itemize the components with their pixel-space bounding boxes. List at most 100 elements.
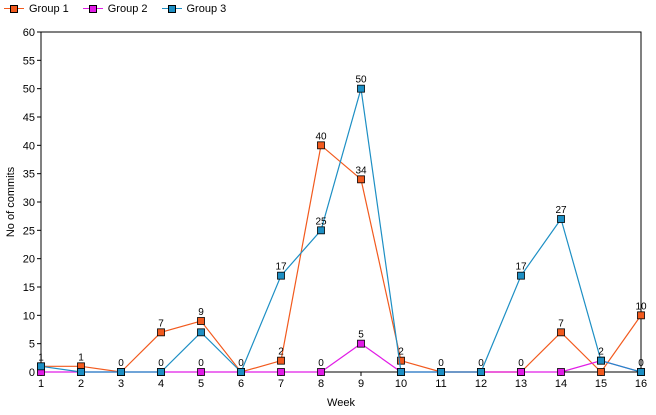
- data-point-group-3: [637, 368, 645, 376]
- data-label: 2: [398, 347, 404, 358]
- data-label: 0: [118, 358, 124, 369]
- data-point-group-2: [517, 368, 525, 376]
- data-label: 0: [638, 358, 644, 369]
- y-tick-label: 10: [23, 310, 35, 322]
- legend-item-group-2[interactable]: Group 2: [82, 3, 148, 15]
- data-label: 40: [315, 131, 327, 142]
- y-tick-label: 60: [23, 27, 35, 39]
- chart-series: [37, 84, 645, 376]
- data-label: 7: [558, 318, 564, 329]
- x-tick-label: 4: [158, 378, 164, 390]
- data-point-group-3: [517, 271, 525, 280]
- plot-frame: [40, 31, 642, 373]
- data-point-group-2: [197, 368, 205, 376]
- data-label: 0: [438, 358, 444, 369]
- data-point-group-2: [557, 368, 565, 376]
- data-label: 10: [635, 301, 647, 312]
- data-point-group-1: [397, 356, 405, 365]
- data-label: 1: [78, 352, 84, 363]
- data-point-group-1: [597, 368, 605, 376]
- data-point-group-1: [357, 175, 365, 184]
- data-label: 2: [278, 347, 284, 358]
- data-label: 50: [355, 75, 367, 86]
- data-label: 25: [315, 216, 327, 227]
- x-tick-label: 1: [38, 378, 44, 390]
- legend-item-group-3[interactable]: Group 3: [161, 3, 227, 15]
- data-point-group-3: [77, 368, 85, 376]
- data-point-group-1: [637, 311, 645, 320]
- data-point-group-3: [357, 84, 365, 93]
- data-label: 17: [515, 262, 527, 273]
- x-tick-label: 6: [238, 378, 244, 390]
- data-label: 0: [318, 358, 324, 369]
- data-label: 34: [355, 165, 367, 176]
- data-point-group-3: [317, 226, 325, 235]
- x-tick-label: 13: [515, 378, 527, 390]
- x-tick-label: 11: [435, 378, 446, 390]
- y-tick-label: 35: [23, 169, 35, 181]
- legend-swatch-group-1: [4, 3, 24, 15]
- x-tick-label: 3: [118, 378, 124, 390]
- legend-label-group-3: Group 3: [186, 3, 227, 15]
- x-tick-label: 15: [595, 378, 607, 390]
- data-label: 1: [38, 352, 44, 363]
- data-point-group-2: [277, 368, 285, 376]
- x-tick-label: 8: [318, 378, 324, 390]
- data-point-group-3: [477, 368, 485, 376]
- x-tick-label: 16: [635, 378, 647, 390]
- data-point-group-3: [597, 356, 605, 365]
- data-label: 0: [158, 358, 164, 369]
- legend-swatch-group-2: [82, 3, 103, 15]
- series-line-group-3: [40, 88, 642, 374]
- x-tick-label: 7: [278, 378, 284, 390]
- legend-swatch-group-3: [161, 3, 182, 15]
- data-point-group-2: [357, 339, 365, 348]
- data-point-group-1: [557, 328, 565, 337]
- x-tick-label: 9: [358, 378, 364, 390]
- data-label: 17: [275, 262, 287, 273]
- legend-item-group-1[interactable]: Group 1: [4, 3, 69, 15]
- data-label: 0: [198, 358, 204, 369]
- data-label: 7: [158, 318, 164, 329]
- data-label: 9: [198, 307, 204, 318]
- legend-label-group-1: Group 1: [29, 3, 69, 15]
- data-point-group-1: [197, 317, 205, 325]
- series-line-group-2: [41, 342, 642, 373]
- x-tick-label: 5: [198, 378, 204, 390]
- y-tick-label: 50: [23, 84, 35, 96]
- data-label: 5: [358, 330, 364, 341]
- data-point-group-3: [237, 368, 245, 376]
- data-point-group-3: [277, 271, 285, 280]
- y-tick-label: 40: [23, 140, 35, 152]
- data-label: 27: [555, 205, 567, 216]
- data-label: 0: [518, 358, 524, 369]
- data-point-group-1: [277, 356, 285, 365]
- data-point-group-1: [157, 328, 165, 337]
- data-point-group-3: [117, 368, 125, 376]
- chart-legend: Group 1 Group 2 Group 3: [4, 1, 240, 17]
- data-point-group-3: [557, 215, 565, 223]
- x-tick-label: 2: [78, 378, 84, 390]
- x-tick-label: 10: [395, 378, 407, 390]
- data-point-group-3: [197, 328, 205, 337]
- data-point-group-3: [397, 368, 405, 376]
- y-tick-label: 25: [23, 225, 35, 237]
- series-line-group-1: [41, 144, 642, 373]
- legend-label-group-2: Group 2: [107, 3, 148, 15]
- data-point-group-2: [317, 368, 325, 376]
- data-point-group-1: [317, 141, 325, 150]
- y-tick-label: 30: [23, 197, 35, 209]
- y-tick-label: 55: [23, 55, 35, 67]
- data-point-group-3: [157, 368, 165, 376]
- data-label: 0: [478, 358, 484, 369]
- y-tick-label: 5: [29, 339, 35, 351]
- y-tick-label: 0: [29, 367, 35, 379]
- y-axis-label: No of commits: [5, 166, 17, 237]
- x-tick-label: 12: [475, 378, 487, 390]
- y-tick-label: 45: [23, 112, 35, 124]
- y-tick-label: 15: [23, 282, 35, 294]
- x-axis-label: Week: [327, 397, 355, 409]
